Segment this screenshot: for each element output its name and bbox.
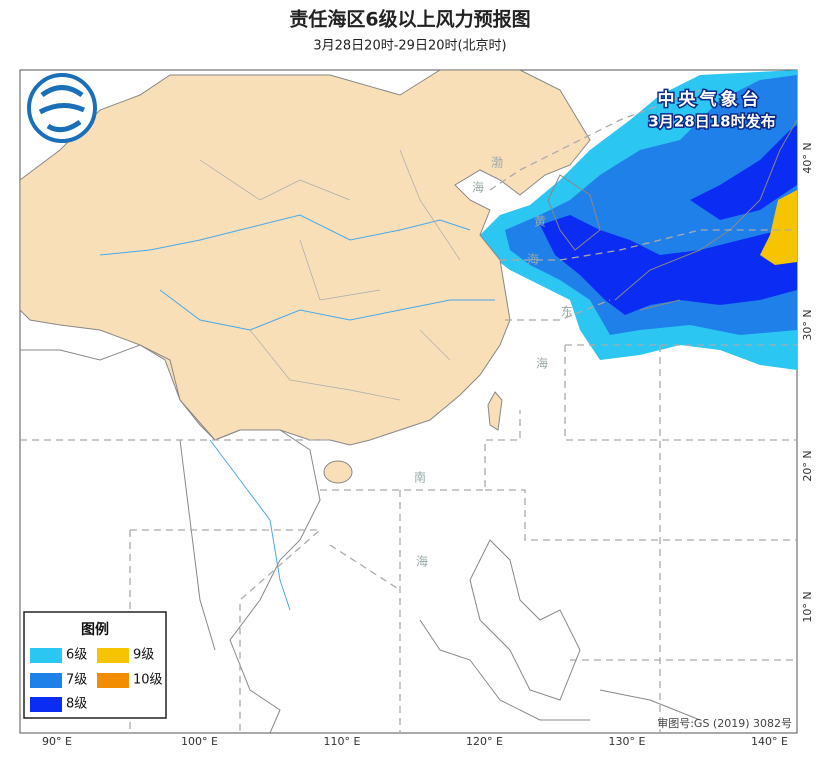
sea-label: 海 — [536, 356, 548, 371]
legend-label: 9级 — [133, 648, 154, 663]
legend-label: 7级 — [66, 673, 87, 688]
sea-label: 东 — [561, 305, 573, 319]
longitude-labels: 90° E 100° E 110° E 120° E 130° E 140° E — [42, 735, 788, 748]
longitude-label: 140° E — [751, 735, 788, 748]
legend-title: 图例 — [81, 621, 109, 638]
legend-label: 8级 — [66, 697, 87, 712]
sea-label: 海 — [416, 554, 428, 569]
longitude-label: 130° E — [609, 735, 646, 748]
sea-label: 黄 — [534, 215, 546, 229]
subtitle: 3月28日20时-29日20时(北京时) — [313, 39, 506, 54]
title: 责任海区6级以上风力预报图 — [289, 8, 530, 31]
map-approval: 审图号:GS (2019) 3082号 — [657, 716, 792, 730]
latitude-label: 20° N — [801, 450, 814, 481]
hainan — [323, 460, 353, 484]
legend-items: 6级 7级 8级 9级 10级 — [30, 648, 163, 712]
korea — [547, 174, 601, 251]
latitude-label: 40° N — [801, 142, 814, 173]
legend-swatch — [30, 697, 62, 712]
sea-label: 渤 — [491, 156, 503, 170]
legend-label: 6级 — [66, 648, 87, 663]
legend: 图例 6级 7级 8级 9级 10级 — [23, 611, 167, 719]
longitude-label: 90° E — [42, 735, 72, 748]
legend-swatch — [30, 673, 62, 688]
latitude-labels: 40° N 30° N 20° N 10° N — [801, 142, 814, 622]
legend-label: 10级 — [133, 673, 163, 688]
issue-time: 3月28日18时发布 — [648, 113, 775, 131]
legend-swatch — [97, 673, 129, 688]
legend-swatch — [30, 648, 62, 663]
wind-level-9 — [760, 190, 797, 265]
latitude-label: 10° N — [801, 591, 814, 622]
longitude-label: 110° E — [324, 735, 361, 748]
issuer-name: 中央气象台 — [658, 89, 763, 110]
logo — [27, 73, 97, 143]
longitude-label: 100° E — [181, 735, 218, 748]
sea-label: 南 — [414, 470, 426, 485]
province-border — [199, 149, 461, 401]
zone-border — [489, 89, 797, 321]
sea-label: 海 — [472, 180, 484, 195]
southeast-asia — [20, 344, 321, 733]
sea-label: 海 — [527, 252, 539, 267]
legend-swatch — [97, 648, 129, 663]
wind-level-8 — [540, 215, 797, 315]
river — [159, 289, 495, 331]
river — [99, 214, 471, 256]
wind-level-8 — [690, 125, 797, 220]
islands — [419, 539, 701, 721]
taiwan — [487, 391, 503, 431]
river — [209, 439, 291, 611]
longitude-label: 120° E — [466, 735, 503, 748]
latitude-label: 30° N — [801, 309, 814, 340]
